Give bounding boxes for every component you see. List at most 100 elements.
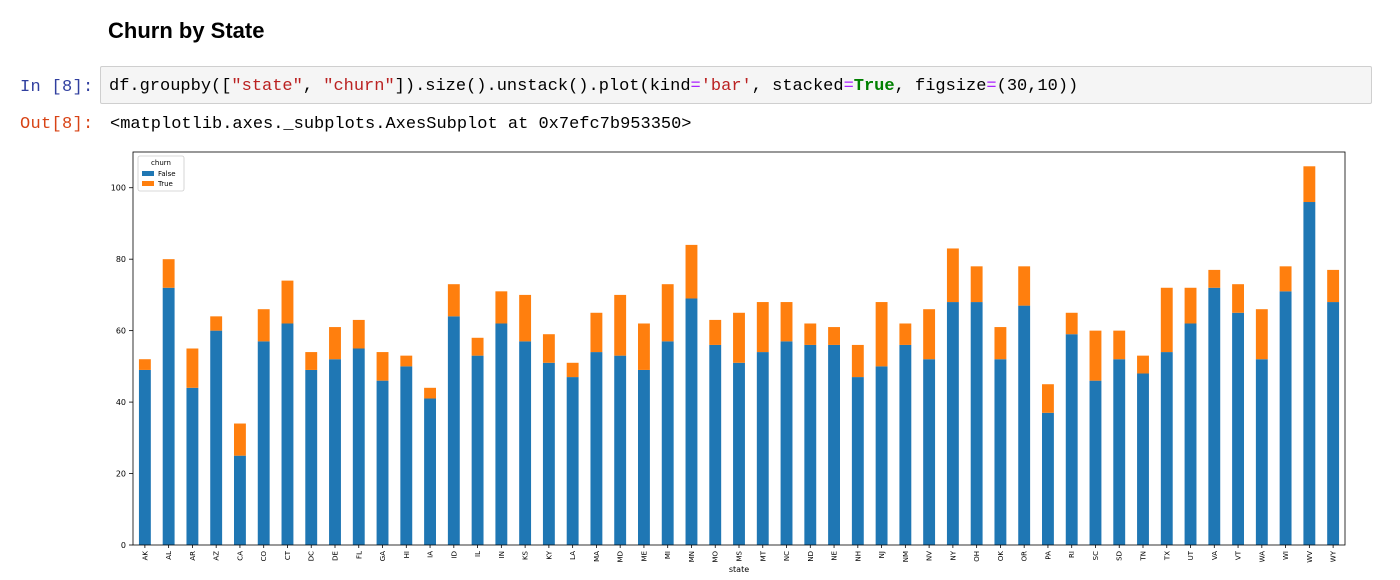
bar-VA-true bbox=[1208, 269, 1221, 288]
bar-SC-false bbox=[1089, 380, 1102, 545]
x-axis-label: state bbox=[729, 565, 749, 574]
x-tick-label: IN bbox=[498, 551, 506, 558]
x-tick-label: ND bbox=[807, 551, 815, 562]
plot-frame bbox=[132, 151, 1346, 546]
bar-OK-false bbox=[994, 359, 1007, 545]
bar-WY-false bbox=[1327, 302, 1340, 545]
bar-CO-false bbox=[257, 341, 270, 545]
x-tick-label: SD bbox=[1116, 551, 1124, 561]
bar-TN-false bbox=[1137, 373, 1149, 545]
bar-KS-false bbox=[519, 341, 532, 545]
x-tick-label: CT bbox=[284, 550, 292, 560]
output-prompt: Out[8]: bbox=[20, 115, 94, 134]
bar-WY-true bbox=[1327, 269, 1340, 303]
bar-MT-false bbox=[756, 352, 769, 545]
bar-PA-false bbox=[1042, 412, 1054, 545]
bar-MI-false bbox=[661, 341, 674, 545]
bar-NE-true bbox=[828, 327, 840, 345]
bar-KS-true bbox=[519, 294, 532, 342]
bar-AR-false bbox=[186, 387, 199, 545]
bar-FL-false bbox=[352, 348, 365, 545]
bar-MI-true bbox=[661, 284, 674, 342]
x-tick-label: ID bbox=[450, 551, 458, 558]
bar-PA-true bbox=[1042, 384, 1054, 413]
bar-IL-false bbox=[471, 355, 484, 545]
x-tick-label: MS bbox=[736, 550, 744, 561]
bar-UT-true bbox=[1184, 287, 1197, 324]
section-heading: Churn by State bbox=[108, 18, 265, 43]
bar-TN-true bbox=[1137, 355, 1149, 374]
legend-swatch-false bbox=[142, 171, 154, 176]
bar-AZ-true bbox=[210, 316, 223, 331]
bar-GA-true bbox=[376, 352, 389, 381]
legend-swatch-true bbox=[142, 181, 154, 186]
bar-MA-false bbox=[590, 352, 603, 545]
x-tick-label: WV bbox=[1306, 551, 1314, 563]
bar-RI-true bbox=[1065, 312, 1078, 335]
bar-NV-true bbox=[923, 309, 936, 360]
churn-by-state-chart: 0 20 40 60 80 100 AK AL AR AZ CA CO CT DC DE FL GA HI IA ID… bbox=[111, 151, 1346, 574]
x-tick-label: OK bbox=[997, 551, 1005, 562]
bar-ID-false bbox=[447, 316, 460, 545]
x-tick-label: SC bbox=[1092, 551, 1100, 560]
x-tick-label: OH bbox=[973, 551, 981, 562]
bar-NH-false bbox=[851, 377, 864, 545]
bar-WA-false bbox=[1255, 359, 1268, 545]
x-tick-label: LA bbox=[569, 551, 577, 560]
bar-MD-true bbox=[614, 294, 627, 356]
bar-ND-true bbox=[804, 323, 817, 345]
x-tick-label: AR bbox=[189, 551, 197, 561]
bar-NJ-true bbox=[875, 302, 888, 367]
bar-MO-true bbox=[709, 319, 722, 345]
x-tick-label: WY bbox=[1330, 550, 1338, 562]
bar-IN-false bbox=[495, 323, 508, 545]
bar-TX-false bbox=[1160, 352, 1173, 545]
x-tick-label: TN bbox=[1140, 551, 1148, 562]
bar-WI-true bbox=[1279, 266, 1292, 292]
x-tick-label: FL bbox=[355, 551, 363, 559]
bar-NV-false bbox=[923, 359, 936, 545]
bar-DE-true bbox=[329, 327, 341, 360]
bar-CA-false bbox=[234, 455, 246, 545]
y-tick-label: 40 bbox=[116, 398, 126, 407]
bar-TX-true bbox=[1160, 287, 1173, 353]
x-tick-label: NY bbox=[949, 550, 957, 560]
x-tick-label: NE bbox=[831, 551, 839, 561]
bar-MD-false bbox=[614, 355, 627, 545]
bar-VT-false bbox=[1232, 312, 1244, 545]
code-text[interactable]: df.groupby(["state", "churn"]).size().un… bbox=[109, 77, 1079, 96]
bar-DC-true bbox=[305, 352, 318, 370]
bar-OR-true bbox=[1018, 266, 1031, 306]
x-tick-label: NM bbox=[902, 551, 910, 562]
bar-NY-true bbox=[946, 248, 959, 303]
bar-ME-false bbox=[638, 369, 650, 545]
x-tick-label: VA bbox=[1211, 551, 1219, 560]
y-tick-label: 0 bbox=[121, 541, 126, 550]
x-tick-label: NH bbox=[854, 551, 862, 562]
bar-UT-false bbox=[1184, 323, 1197, 545]
bar-NM-true bbox=[899, 323, 912, 345]
bar-WI-false bbox=[1279, 291, 1292, 545]
bar-MT-true bbox=[756, 302, 769, 353]
x-tick-label: PA bbox=[1044, 551, 1052, 560]
bar-IA-true bbox=[424, 387, 436, 399]
x-tick-label: CO bbox=[260, 551, 268, 562]
bar-VA-false bbox=[1208, 287, 1221, 545]
x-tick-label: NJ bbox=[878, 551, 886, 558]
code-input-cell[interactable]: df.groupby(["state", "churn"]).size().un… bbox=[100, 66, 1372, 104]
x-tick-label: GA bbox=[379, 551, 387, 561]
bar-NM-false bbox=[899, 344, 912, 545]
x-tick-label: ME bbox=[640, 551, 648, 561]
x-tick-label: MO bbox=[712, 551, 720, 563]
bar-ME-true bbox=[638, 323, 650, 370]
y-tick-label: 20 bbox=[116, 470, 126, 479]
bar-NJ-false bbox=[875, 366, 888, 545]
bar-MO-false bbox=[709, 344, 722, 545]
x-tick-label: VT bbox=[1235, 550, 1243, 560]
bar-NE-false bbox=[828, 344, 840, 545]
x-tick-label: NV bbox=[926, 551, 934, 561]
legend-label-true: True bbox=[157, 180, 173, 188]
bar-LA-false bbox=[566, 377, 579, 545]
bar-KY-true bbox=[542, 334, 555, 363]
y-tick-label: 100 bbox=[111, 184, 126, 193]
